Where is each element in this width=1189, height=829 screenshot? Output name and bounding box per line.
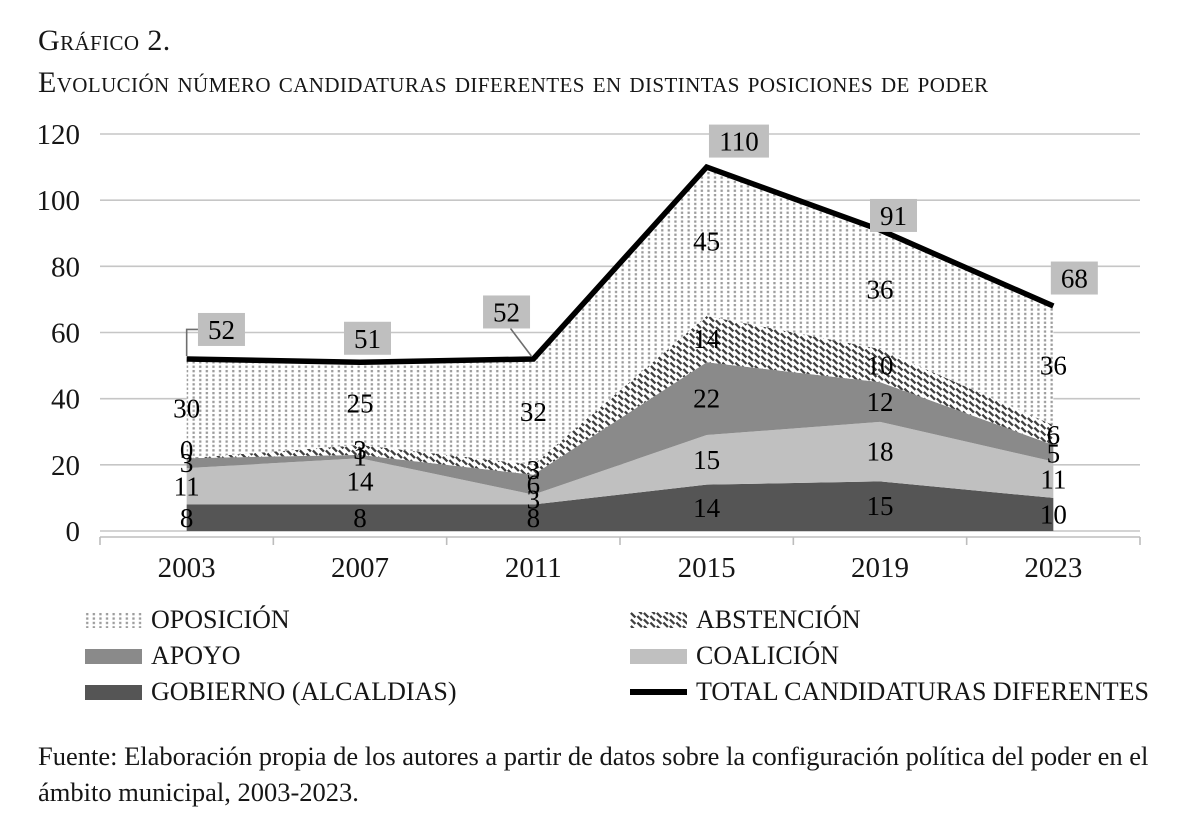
data-label-abstencion: 10 [867, 351, 894, 381]
data-label-abstencion: 0 [180, 435, 194, 465]
data-label-oposicion: 36 [867, 274, 894, 304]
legend-label: OPOSICIÓN [151, 605, 290, 634]
total-label: 68 [1061, 264, 1088, 294]
total-label-box [1050, 261, 1098, 295]
legend-label: APOYO [151, 641, 241, 670]
data-label-coalicion: 18 [867, 437, 894, 467]
data-label-coalicion: 11 [1040, 465, 1066, 495]
x-axis-label: 2015 [678, 552, 736, 584]
total-label: 52 [493, 297, 520, 327]
y-axis-label: 120 [37, 119, 81, 151]
data-label-coalicion: 11 [174, 471, 200, 501]
data-label-gobierno: 8 [180, 503, 194, 533]
area-oposicion [186, 167, 1054, 465]
total-label-box [344, 321, 391, 355]
legend-item-gobierno: GOBIERNO (ALCALDIAS) [85, 678, 630, 706]
legend-label: GOBIERNO (ALCALDIAS) [151, 677, 457, 706]
legend-item-oposicion: OPOSICIÓN [85, 606, 630, 634]
x-axis-label: 2003 [158, 552, 216, 584]
area-apoyo [186, 362, 1054, 495]
data-label-gobierno: 14 [693, 493, 721, 523]
data-label-abstencion: 3 [527, 455, 541, 485]
data-label-gobierno: 8 [527, 503, 541, 533]
data-label-coalicion: 3 [527, 485, 541, 515]
data-label-gobierno: 8 [353, 503, 367, 533]
data-label-apoyo: 6 [527, 470, 541, 500]
total-label-box [708, 124, 769, 158]
area-coalicion [186, 421, 1054, 505]
y-axis-label: 100 [37, 185, 81, 217]
y-axis-label: 60 [51, 318, 80, 350]
total-label: 51 [354, 324, 381, 354]
y-axis-label: 0 [66, 516, 81, 548]
data-label-gobierno: 15 [867, 491, 894, 521]
legend-label: ABSTENCIÓN [696, 605, 861, 634]
legend-item-apoyo: APOYO [85, 642, 630, 670]
data-label-oposicion: 32 [520, 397, 547, 427]
legend-item-total: TOTAL CANDIDATURAS DIFERENTES [630, 678, 1175, 706]
data-label-abstencion: 6 [1047, 420, 1061, 450]
data-label-apoyo: 3 [180, 448, 194, 478]
x-axis-label: 2019 [851, 552, 909, 584]
data-label-coalicion: 15 [693, 445, 720, 475]
x-axis-label: 2023 [1024, 552, 1082, 584]
total-label-box [197, 312, 245, 346]
legend-swatch-total-line [630, 689, 687, 695]
chart-legend: OPOSICIÓN ABSTENCIÓN APOYO COALICIÓN GOB… [85, 606, 1175, 706]
legend-label: COALICIÓN [696, 641, 839, 670]
total-label-box [870, 198, 917, 232]
legend-label: TOTAL CANDIDATURAS DIFERENTES [696, 677, 1149, 706]
legend-swatch-coalicion [630, 648, 687, 664]
x-axis-label: 2011 [505, 552, 562, 584]
x-axis-label: 2007 [331, 552, 389, 584]
data-label-abstencion: 3 [353, 435, 367, 465]
data-label-abstencion: 14 [693, 324, 721, 354]
total-label: 91 [880, 201, 907, 231]
figure-title: Evolución número candidaturas diferentes… [38, 66, 989, 99]
legend-swatch-gobierno [85, 684, 142, 700]
total-label: 110 [719, 127, 759, 157]
figure-number: Gráfico 2. [38, 24, 171, 57]
legend-item-coalicion: COALICIÓN [630, 642, 1175, 670]
data-label-oposicion: 36 [1040, 351, 1067, 381]
y-axis-label: 20 [51, 450, 80, 482]
area-abstencion [186, 315, 1054, 475]
source-note: Fuente: Elaboración propia de los autore… [38, 741, 1149, 807]
data-label-apoyo: 5 [1047, 438, 1061, 468]
legend-item-abstencion: ABSTENCIÓN [630, 606, 1175, 634]
total-label-callout [509, 327, 532, 357]
legend-swatch-oposicion [85, 612, 142, 628]
data-label-oposicion: 45 [693, 227, 720, 257]
legend-swatch-apoyo [85, 648, 142, 664]
legend-swatch-abstencion [630, 612, 687, 628]
total-label-box [483, 295, 531, 329]
data-label-apoyo: 1 [353, 442, 367, 472]
y-axis-label: 80 [51, 251, 80, 283]
data-label-oposicion: 25 [347, 389, 374, 419]
total-line [186, 163, 1055, 366]
y-axis-label: 40 [51, 384, 80, 416]
data-label-coalicion: 14 [347, 466, 375, 496]
data-label-gobierno: 10 [1040, 499, 1067, 529]
data-label-oposicion: 30 [173, 394, 200, 424]
total-label-callout [185, 328, 198, 356]
total-label: 52 [208, 315, 235, 345]
data-label-apoyo: 22 [693, 384, 720, 414]
area-gobierno [186, 481, 1054, 531]
data-label-apoyo: 12 [867, 387, 894, 417]
